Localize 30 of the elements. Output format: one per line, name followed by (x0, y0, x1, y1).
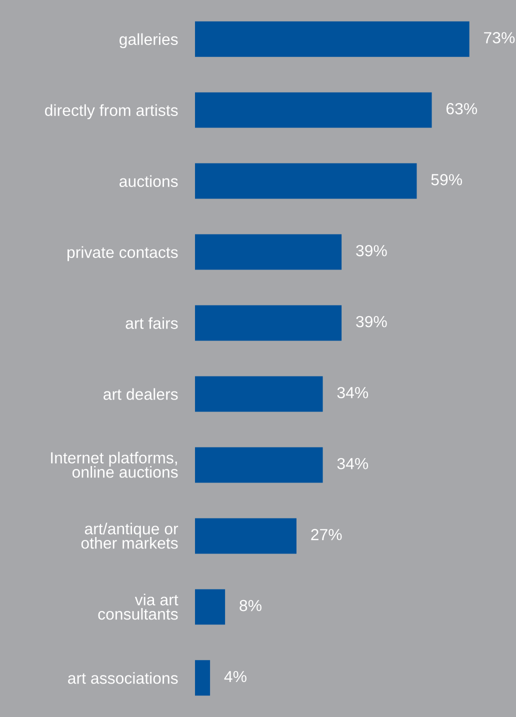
data-label: 59% (431, 174, 462, 186)
data-label: 39% (356, 245, 387, 256)
bar (195, 518, 296, 554)
y-tick-label: private contacts (68, 246, 178, 262)
y-tick-label: via art consultants (98, 594, 178, 620)
y-tick-label: Internet platforms, online auctions (51, 452, 178, 478)
y-tick-label: galleries (120, 33, 178, 48)
data-label: 73% (484, 32, 515, 44)
data-label: 63% (446, 103, 478, 114)
y-tick-label: art/antique or other markets (81, 522, 178, 549)
bar (195, 447, 323, 483)
data-label: 27% (311, 528, 342, 540)
bar (195, 589, 226, 625)
bar (195, 92, 432, 128)
y-tick-label: art associations (68, 672, 178, 684)
y-tick-label: auctions (120, 175, 178, 187)
bar (195, 305, 342, 341)
data-label: 4% (224, 670, 246, 682)
y-tick-label: art dealers (104, 388, 178, 400)
data-label: 34% (337, 458, 368, 470)
bar (195, 21, 470, 57)
data-label: 34% (337, 386, 368, 398)
bar (195, 660, 210, 696)
data-label: 39% (356, 316, 387, 328)
y-tick-label: directly from artists (45, 104, 178, 120)
data-label: 8% (240, 600, 262, 612)
bar (195, 163, 417, 199)
bar (195, 234, 342, 270)
bar (195, 376, 323, 412)
y-tick-label: art fairs (126, 317, 178, 329)
